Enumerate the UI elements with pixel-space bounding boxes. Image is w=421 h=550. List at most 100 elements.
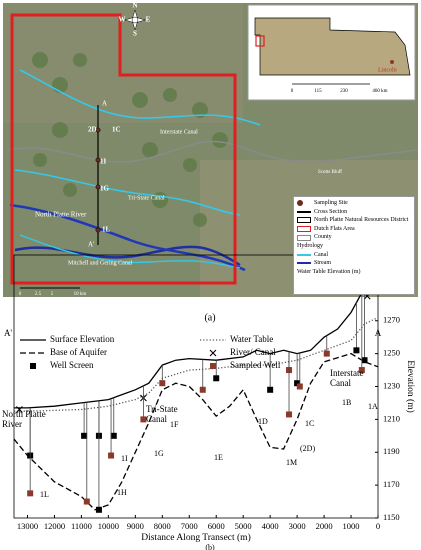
y-tick-label: 1210 (383, 413, 400, 423)
map-label: Tri-State Canal (128, 195, 165, 201)
legend-symbol (297, 234, 311, 241)
well-marker (361, 357, 368, 364)
legend-label: Surface Elevation (50, 334, 115, 344)
canal (19, 69, 261, 126)
map-scale-label: 10 km (74, 292, 87, 297)
x-axis-title: Distance Along Transect (m) (141, 532, 251, 543)
map-legend: Sampling Site Cross Section North Platte N… (293, 196, 415, 295)
sampling-sites (95, 127, 101, 233)
section-end-label: A (375, 328, 382, 338)
legend-entry: North Platte Natural Resources District (297, 216, 411, 225)
well-marker (294, 380, 301, 387)
y-tick-label: 1230 (383, 380, 400, 390)
well-label: 1D (258, 417, 268, 426)
well-label: 1L (40, 490, 49, 499)
legend-label: River/ Canal (230, 347, 276, 357)
well-label: 1F (170, 420, 179, 429)
x-tick-label: 4000 (262, 521, 279, 531)
legend-entry: Cross Section (297, 208, 411, 217)
map-label: Mitchell and Gering Canal (68, 260, 132, 266)
legend-symbol (30, 363, 36, 369)
well-marker (108, 452, 115, 459)
legend-entry: Stream (297, 259, 411, 268)
x-tick-label: 9000 (127, 521, 144, 531)
well-label: 1I (121, 454, 128, 463)
compass-label: N (132, 2, 137, 10)
legend-symbol (209, 349, 217, 357)
well-label: 1E (214, 453, 223, 462)
legend-label: Water Table (230, 334, 273, 344)
annotation: Tri-State (146, 404, 178, 414)
road (7, 140, 419, 163)
inset-scale-label: 0 (291, 89, 294, 94)
y-axis-title: Elevation (m) (405, 360, 416, 413)
well-marker (296, 383, 303, 390)
series-line (13, 352, 379, 511)
legend-label: Canal (314, 251, 328, 258)
map-scale-label: 5 (51, 292, 54, 297)
section-end-label: A (102, 100, 107, 108)
x-tick-label: 3000 (289, 521, 306, 531)
x-tick-label: 7000 (181, 521, 198, 531)
well-marker (358, 367, 365, 374)
well-marker (286, 411, 293, 418)
y-tick-label: 1250 (383, 348, 400, 358)
legend-symbol (297, 217, 311, 224)
y-tick-label: 1150 (383, 512, 400, 522)
x-tick-label: 5000 (235, 521, 252, 531)
canal (19, 234, 241, 269)
well-marker (27, 490, 34, 497)
well-label: 1G (154, 449, 164, 458)
well-marker (159, 380, 166, 387)
x-tick-label: 11000 (71, 521, 92, 531)
center-pivots (32, 52, 228, 227)
well-marker (83, 498, 90, 505)
legend-entry: Hydrology (297, 242, 411, 251)
compass-label: W (119, 16, 126, 24)
legend-label: Cross Section (314, 208, 348, 215)
x-tick-label: 8000 (154, 521, 171, 531)
well-marker (95, 506, 102, 513)
map-well-label: 1I (100, 158, 107, 166)
map-well-label: 1L (102, 226, 111, 234)
canal (14, 169, 241, 216)
inset-study-area (255, 35, 265, 47)
city-marker (390, 60, 394, 64)
annotation: North Platte (2, 409, 46, 419)
x-tick-label: 6000 (208, 521, 225, 531)
y-tick-label: 1270 (383, 315, 400, 325)
map-label: North Platte River (35, 211, 87, 219)
well-label: 1B (342, 398, 351, 407)
inset-scale-label: 460 km (372, 89, 387, 94)
nebraska-outline (254, 17, 411, 76)
legend-label: Base of Aquifer (50, 347, 107, 357)
legend-entry: Water Table Elevation (m) (297, 268, 411, 277)
y-tick-label: 1190 (383, 446, 400, 456)
section-end-label: A' (88, 241, 94, 249)
river-canal-marker (16, 406, 23, 413)
section-end-label: A' (4, 328, 12, 338)
legend-label: Well Screen (50, 360, 94, 370)
legend-label: Water Table Elevation (m) (297, 268, 361, 275)
map-scale-label: 0 (19, 292, 22, 297)
annotation: Interstate (330, 368, 363, 378)
inset-scale-label: 115 (314, 89, 322, 94)
map-label: Scotts Bluff (318, 170, 342, 175)
legend-label: Hydrology (297, 242, 323, 249)
map-well-label: 2D (88, 126, 97, 134)
legend-symbol (297, 262, 311, 265)
map-scale-label: 2.5 (35, 292, 42, 297)
map-well-label: 1C (112, 126, 121, 134)
x-tick-label: 2000 (316, 521, 333, 531)
well-marker (267, 386, 274, 393)
x-tick-label: 1000 (343, 521, 360, 531)
caption: (b) (205, 543, 215, 550)
well-marker (353, 347, 360, 354)
x-tick-label: 12000 (44, 521, 65, 531)
y-tick-label: 1170 (383, 479, 400, 489)
well-label: 1M (286, 458, 297, 467)
map-label: Interstate Canal (160, 129, 198, 135)
legend-entry: Sampling Site (297, 199, 411, 208)
